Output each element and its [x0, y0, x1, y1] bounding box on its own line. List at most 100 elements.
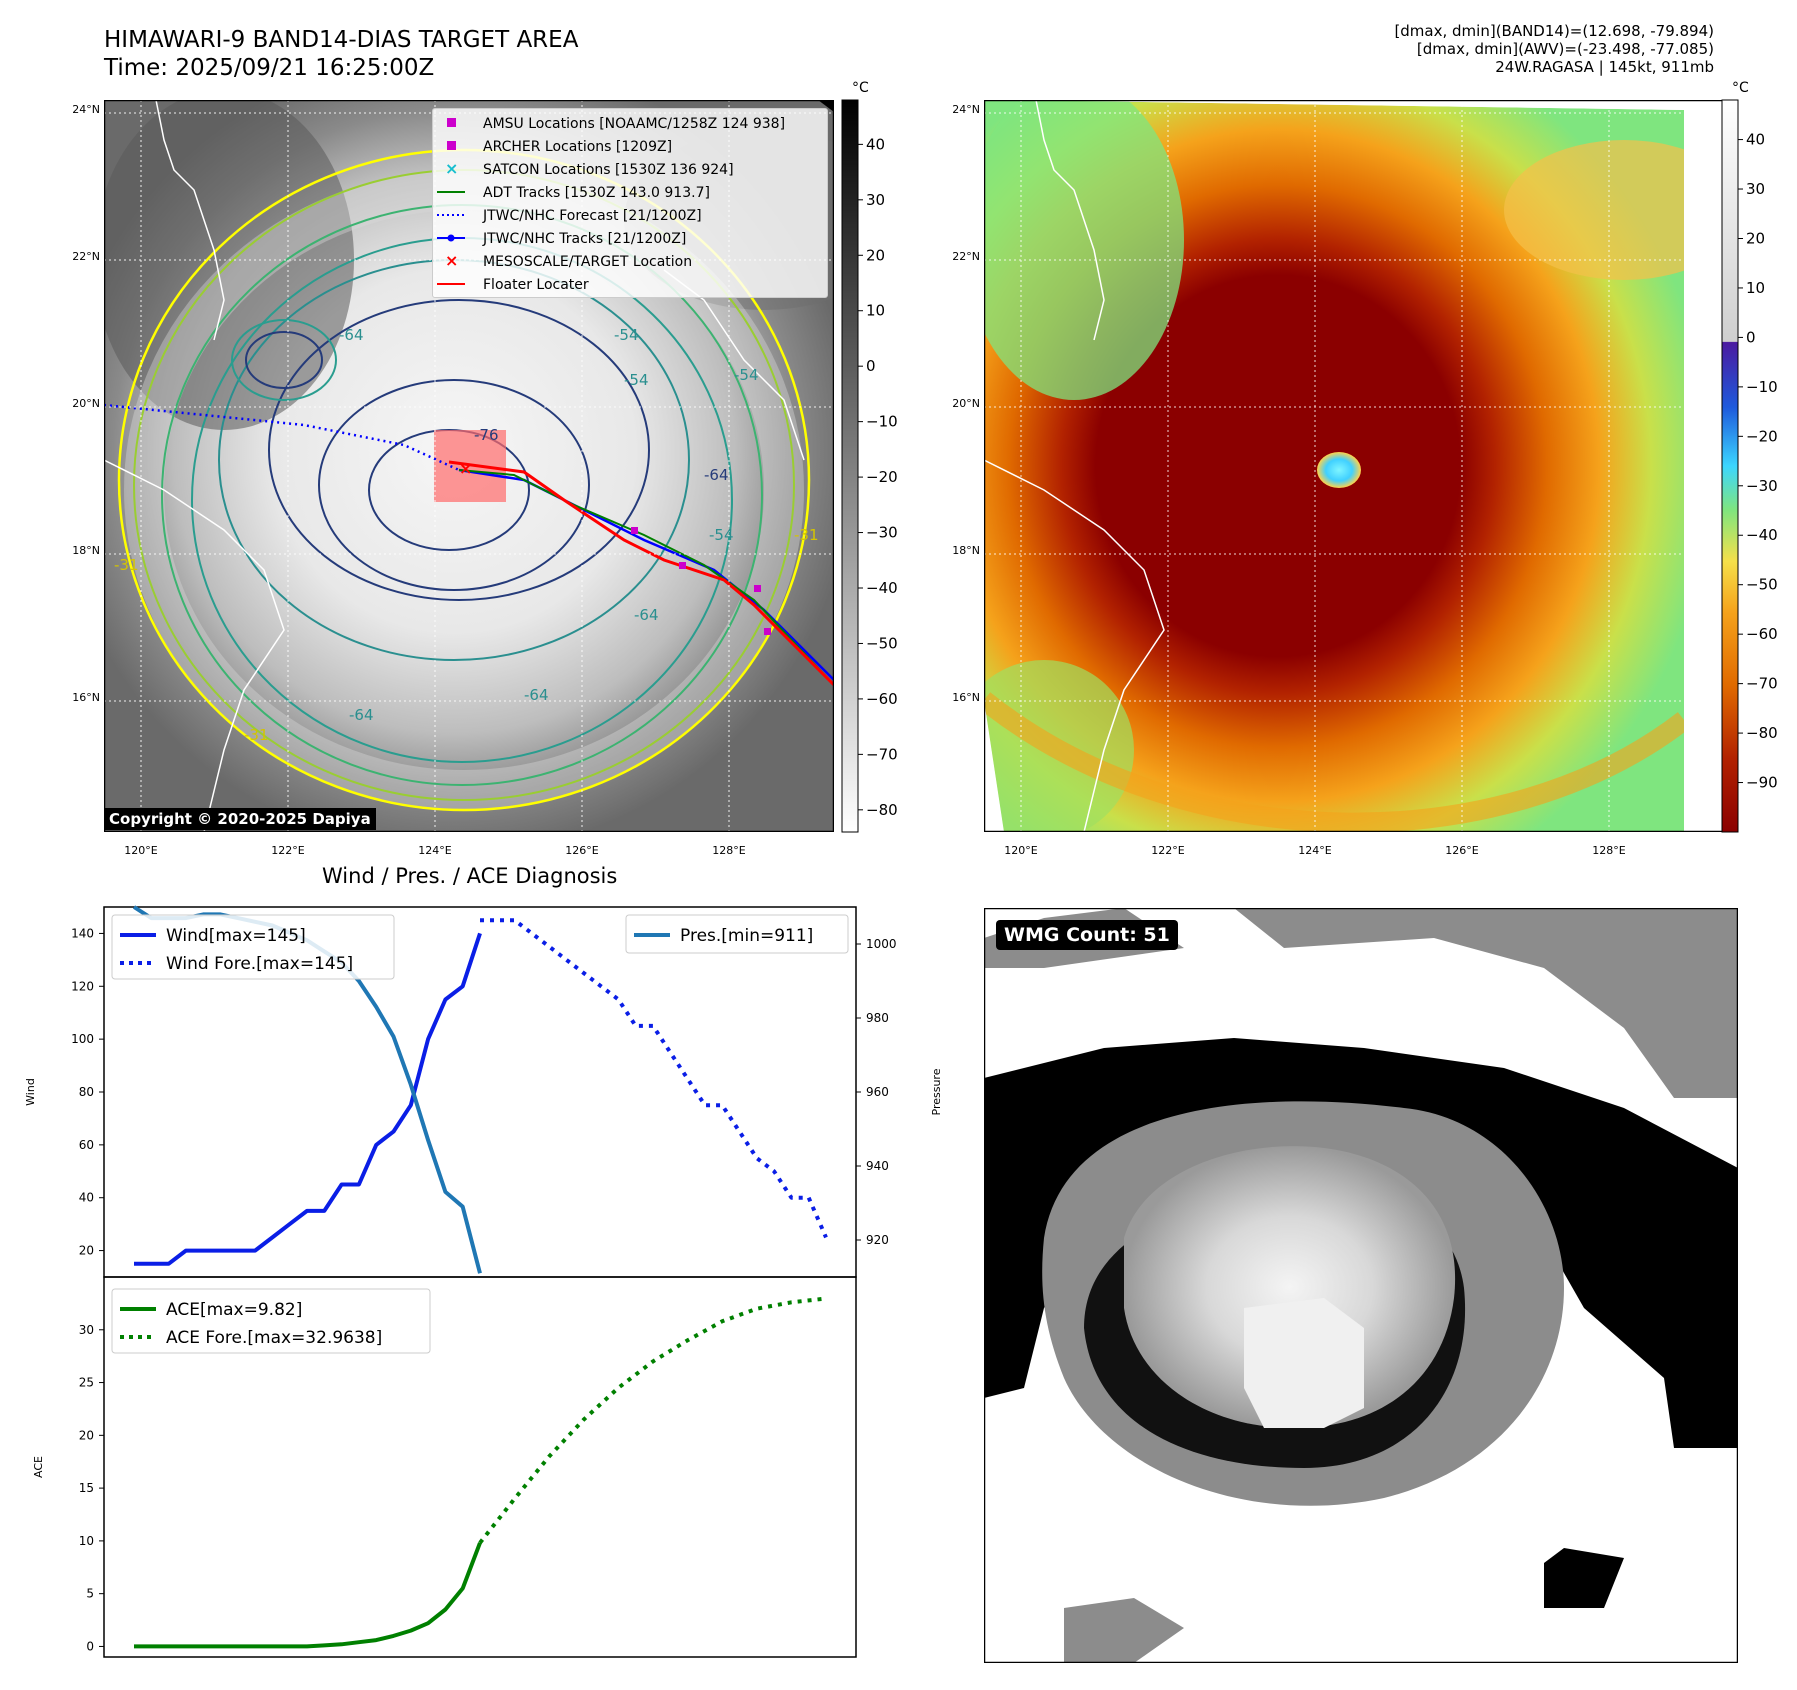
colorbar-tick-label: −40 — [866, 579, 898, 597]
wmg-panel — [984, 908, 1738, 1663]
wind-axis-tick-label: 100 — [71, 1032, 94, 1046]
legend-label: JTWC/NHC Tracks [21/1200Z] — [482, 231, 686, 247]
pressure-axis-tick-label: 960 — [866, 1085, 889, 1099]
legend-entry: JTWC/NHC Forecast [21/1200Z] — [437, 208, 702, 224]
ace-series-line-1 — [478, 1296, 827, 1545]
contour-label: -31 — [794, 526, 819, 544]
legend-entry: AMSU Locations [NOAAMC/1258Z 124 938] — [447, 116, 785, 132]
pressure-legend-box — [625, 914, 849, 954]
right-map-lat-labels: 24°N 22°N 20°N 18°N 16°N — [952, 103, 980, 704]
colorbar-tick-label: 40 — [1746, 131, 1765, 149]
map-legend-entries: AMSU Locations [NOAAMC/1258Z 124 938] ARC… — [437, 116, 785, 293]
colorbar-tick-label: 40 — [866, 135, 885, 153]
wind-legend-label: Wind[max=145] — [166, 926, 306, 946]
ace-axis-tick-label: 0 — [86, 1639, 94, 1653]
colorbar-tick-label: −60 — [866, 690, 898, 708]
ace-axis-label: ACE — [32, 1456, 45, 1478]
info-line-3: 24W.RAGASA | 145kt, 911mb — [1495, 58, 1714, 76]
title-line-1: HIMAWARI-9 BAND14-DIAS TARGET AREA — [104, 27, 579, 53]
legend-entry: Floater Locater — [437, 277, 589, 293]
wmg-count-badge: WMG Count: 51 — [996, 920, 1178, 950]
pressure-axis-label: Pressure — [930, 1068, 943, 1115]
ace-axis-tick-label: 10 — [79, 1534, 94, 1548]
lat-label: 18°N — [72, 544, 100, 557]
pressure-axis-tick-label: 920 — [866, 1233, 889, 1247]
contour-label: -31 — [114, 556, 139, 574]
contour-label: -64 — [524, 686, 549, 704]
legend-entry: × MESOSCALE/TARGET Location — [445, 251, 692, 270]
ace-legend-label: ACE Fore.[max=32.9638] — [166, 1328, 382, 1348]
ace-legend-box — [111, 1288, 431, 1354]
pressure-axis-tick-label: 1000 — [866, 937, 897, 951]
lon-label: 124°E — [1298, 844, 1331, 857]
contour-label: -54 — [624, 371, 649, 389]
contour-label: -54 — [709, 526, 734, 544]
lon-label: 126°E — [565, 844, 598, 857]
legend-entry: ADT Tracks [1530Z 143.0 913.7] — [437, 185, 710, 201]
title-line-2: Time: 2025/09/21 16:25:00Z — [104, 55, 435, 81]
pressure-axis-tick-label: 980 — [866, 1011, 889, 1025]
wind-axis-tick-label: 120 — [71, 979, 94, 993]
svg-text:×: × — [459, 459, 472, 478]
lon-label: 122°E — [271, 844, 304, 857]
legend-label: MESOSCALE/TARGET Location — [483, 254, 692, 270]
lat-label: 16°N — [72, 691, 100, 704]
legend-entry: ARCHER Locations [1209Z] — [447, 139, 672, 155]
colorbar-tick-label: −50 — [866, 634, 898, 652]
wind-axis-tick-label: 40 — [79, 1191, 94, 1205]
wind-legend-label: Wind Fore.[max=145] — [166, 954, 353, 974]
ace-axis-tick-label: 15 — [79, 1481, 94, 1495]
wind-legend-box — [111, 914, 395, 980]
lon-label: 124°E — [418, 844, 451, 857]
wind-axis-tick-label: 80 — [79, 1085, 94, 1099]
colorbar-tick-label: −30 — [1746, 477, 1778, 495]
left-map-lat-labels: 24°N 22°N 20°N 18°N 16°N — [72, 103, 100, 704]
legend-marker: × — [445, 251, 458, 270]
colorbar-ticks: 40 30 20 10 0 −10 −20 −30 −40 −50 −60 −70 −80 −90 — [1738, 131, 1778, 792]
contour-label: -76 — [474, 426, 499, 444]
colorbar-tick-label: 30 — [1746, 180, 1765, 198]
contour-label-layer: -76 -64 -64 -54 -54 -54 -64 -64 -31 -31 … — [114, 326, 819, 744]
wind-axis-tick-label: 20 — [79, 1244, 94, 1258]
lat-label: 22°N — [952, 250, 980, 263]
contour-label: -64 — [634, 606, 659, 624]
colorbar-tick-label: −80 — [1746, 724, 1778, 742]
legend-marker — [447, 141, 456, 150]
colorbar-tick-label: −90 — [1746, 774, 1778, 792]
legend-label: AMSU Locations [NOAAMC/1258Z 124 938] — [483, 116, 785, 132]
lat-label: 16°N — [952, 691, 980, 704]
lat-label: 20°N — [72, 397, 100, 410]
contour-label: -54 — [614, 326, 639, 344]
legend-entry: JTWC/NHC Tracks [21/1200Z] — [437, 231, 686, 247]
legend-label: ARCHER Locations [1209Z] — [483, 139, 672, 155]
contour-label: -31 — [244, 726, 269, 744]
lat-label: 24°N — [952, 103, 980, 116]
lon-label: 128°E — [712, 844, 745, 857]
colorbar-tick-label: −40 — [1746, 526, 1778, 544]
diagnosis-title: Wind / Pres. / ACE Diagnosis — [322, 864, 618, 888]
storm-info: [dmax, dmin](BAND14)=(12.698, -79.894) [… — [1394, 22, 1714, 76]
legend-marker — [447, 234, 455, 242]
lon-label: 120°E — [124, 844, 157, 857]
lon-label: 120°E — [1004, 844, 1037, 857]
ace-legend: ACE[max=9.82] ACE Fore.[max=32.9638] — [111, 1288, 431, 1354]
contour-label: -64 — [349, 706, 374, 724]
contour-label: -64 — [339, 326, 364, 344]
map-legend: AMSU Locations [NOAAMC/1258Z 124 938] ARC… — [432, 108, 828, 298]
lat-label: 20°N — [952, 397, 980, 410]
ace-series-line-0 — [134, 1542, 482, 1649]
lat-label: 18°N — [952, 544, 980, 557]
awv-map — [984, 100, 1738, 832]
left-map-lon-labels: 120°E 122°E 124°E 126°E 128°E — [124, 844, 745, 857]
colorbar-unit: °C — [1732, 80, 1749, 96]
colorbar-tick-label: 0 — [866, 357, 876, 375]
figure-title: HIMAWARI-9 BAND14-DIAS TARGET AREA Time:… — [104, 26, 578, 82]
colorbar-ticks: 40 30 20 10 0 −10 −20 −30 −40 −50 −60 −70 −80 — [858, 135, 898, 819]
colorbar-tick-label: 20 — [1746, 229, 1765, 247]
wind-axis-tick-label: 140 — [71, 926, 94, 940]
colorbar-ramp — [841, 99, 859, 833]
awv-colorbar: °C 40 30 20 10 0 −10 −20 −30 −40 −50 −60 −70 −80 −90 — [1721, 80, 1778, 833]
wind-axis-label: Wind — [24, 1078, 37, 1106]
right-map-lon-labels: 120°E 122°E 124°E 126°E 128°E — [1004, 844, 1625, 857]
